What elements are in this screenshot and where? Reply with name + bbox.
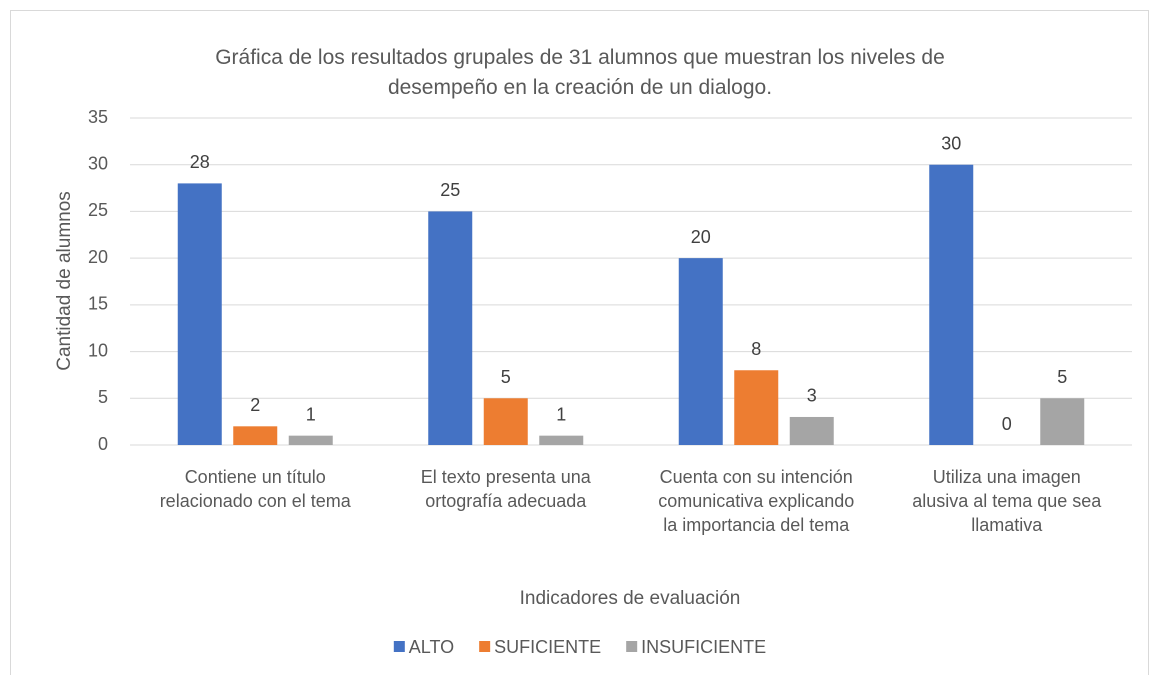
y-tick-label: 25 <box>88 200 108 220</box>
chart-title: Gráfica de los resultados grupales de 31… <box>215 46 945 99</box>
data-label: 3 <box>807 386 817 406</box>
y-tick-label: 0 <box>98 434 108 454</box>
data-label: 5 <box>1057 367 1067 387</box>
data-label: 28 <box>190 152 210 172</box>
x-tick-label: El texto presenta una ortografía adecuada <box>421 467 592 511</box>
data-label: 25 <box>440 180 460 200</box>
bar <box>539 435 584 445</box>
data-label: 0 <box>1002 414 1012 434</box>
y-tick-label: 15 <box>88 294 108 314</box>
bar <box>483 398 528 445</box>
legend-label: SUFICIENTE <box>494 637 601 657</box>
y-tick-label: 30 <box>88 153 108 173</box>
legend-swatch <box>626 641 638 652</box>
y-axis-title: Cantidad de alumnos <box>54 191 75 371</box>
bar <box>789 416 834 445</box>
data-label: 20 <box>691 227 711 247</box>
data-label: 2 <box>250 395 260 415</box>
y-tick-label: 10 <box>88 340 108 360</box>
bar <box>734 370 779 445</box>
bar <box>288 435 333 445</box>
data-label: 1 <box>306 404 316 424</box>
y-tick-label: 20 <box>88 247 108 267</box>
legend-label: INSUFICIENTE <box>641 637 766 657</box>
bar <box>233 426 278 445</box>
x-tick-label: Contiene un título relacionado con el tem… <box>160 467 352 511</box>
legend-label: ALTO <box>409 637 454 657</box>
bar <box>678 258 723 445</box>
chart-border <box>10 10 1149 675</box>
bar <box>428 211 473 445</box>
data-label: 1 <box>556 404 566 424</box>
bar <box>1040 398 1085 445</box>
data-label: 5 <box>501 367 511 387</box>
legend-swatch <box>393 641 405 652</box>
y-tick-label: 35 <box>88 107 108 127</box>
y-tick-label: 5 <box>98 387 108 407</box>
x-axis-title: Indicadores de evaluación <box>520 588 741 609</box>
bar <box>177 183 222 445</box>
legend-swatch <box>479 641 491 652</box>
bar <box>929 164 974 445</box>
data-label: 30 <box>941 133 961 153</box>
data-label: 8 <box>751 339 761 359</box>
x-tick-label: Cuenta con su intención comunicativa expl… <box>658 467 854 535</box>
x-tick-label: Utiliza una imagen alusiva al tema que se… <box>912 467 1102 535</box>
